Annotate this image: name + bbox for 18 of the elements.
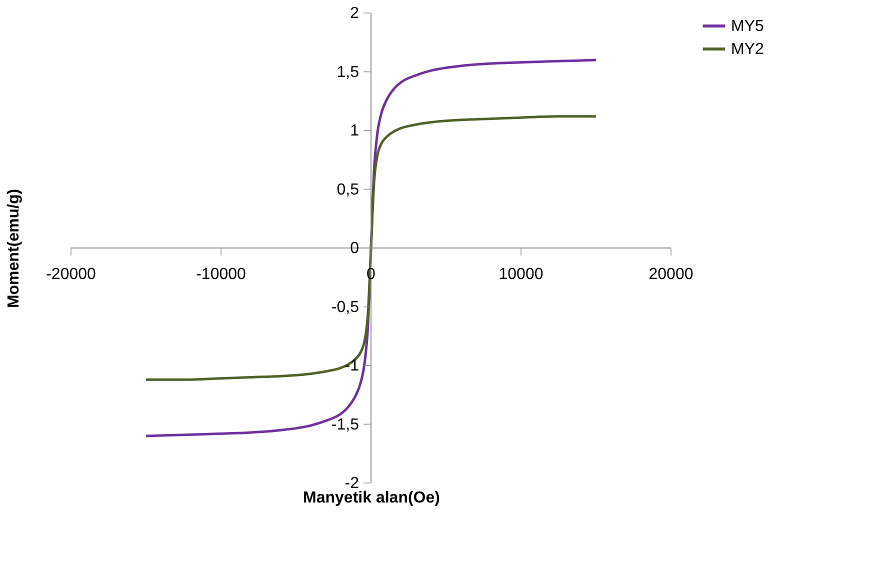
y-tick-label: 1 xyxy=(350,122,360,140)
x-axis-title: Manyetik alan(Oe) xyxy=(303,490,440,506)
x-tick-label: -20000 xyxy=(46,266,96,283)
legend-label: MY5 xyxy=(731,18,764,35)
x-tick-label: -10000 xyxy=(196,266,246,283)
y-tick-label: 1,5 xyxy=(336,64,360,81)
x-tick-label: 10000 xyxy=(498,266,544,283)
y-tick-label: -2 xyxy=(344,475,360,492)
y-tick-label: -1,5 xyxy=(331,416,360,434)
y-tick-label: -0,5 xyxy=(331,298,360,316)
y-tick-label: 2 xyxy=(350,5,360,22)
legend-label: MY2 xyxy=(731,41,764,58)
y-axis-title: Moment(emu/g) xyxy=(6,188,22,308)
y-tick-label: 0 xyxy=(350,240,360,257)
y-tick-label: 0,5 xyxy=(336,181,360,198)
y-tick-label: -1 xyxy=(344,358,360,374)
x-tick-label: 20000 xyxy=(648,266,694,283)
line-series xyxy=(144,115,598,381)
